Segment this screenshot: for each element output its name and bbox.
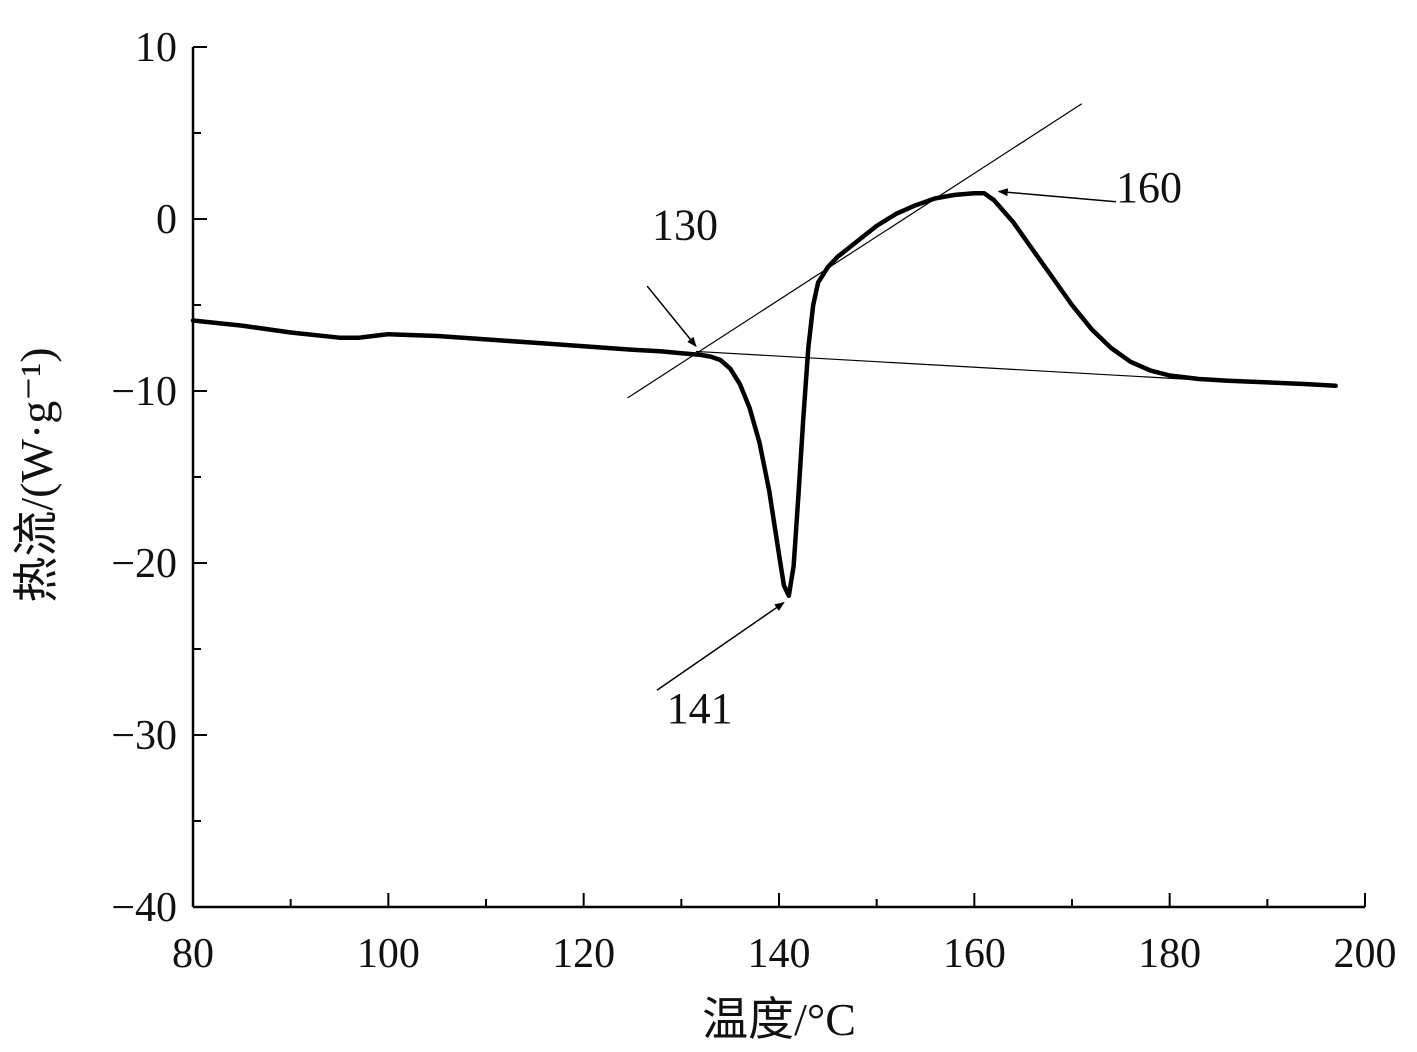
x-tick-label: 160 <box>943 931 1006 977</box>
reference-lines <box>627 103 1243 399</box>
annotation-label: 141 <box>667 684 733 733</box>
tangent-line <box>695 350 1243 383</box>
x-tick-label: 200 <box>1334 931 1397 977</box>
x-tick-label: 140 <box>748 931 811 977</box>
annotations: 130 160 141 <box>646 163 1182 733</box>
y-tick-label: −10 <box>111 369 177 415</box>
y-tick-label: −40 <box>111 885 177 931</box>
y-tick-label: 10 <box>135 25 177 71</box>
x-axis-title: 温度/°C <box>702 994 856 1045</box>
annotation-label: 130 <box>652 201 718 250</box>
dsc-curve <box>190 190 1338 598</box>
annotation-arrow <box>646 285 697 348</box>
y-tick-label: −30 <box>111 713 177 759</box>
x-tick-label: 100 <box>357 931 420 977</box>
annotation-arrow <box>997 188 1117 203</box>
y-axis-title: 热流/(W·g⁻¹) <box>11 347 62 602</box>
annotation-label: 160 <box>1116 163 1182 212</box>
tangent-line <box>627 103 1083 399</box>
x-tick-label: 120 <box>552 931 615 977</box>
x-tick-label: 80 <box>172 931 214 977</box>
y-tick-label: −20 <box>111 541 177 587</box>
y-tick-label: 0 <box>156 197 177 243</box>
x-tick-label: 180 <box>1138 931 1201 977</box>
annotation-arrow <box>656 601 785 691</box>
series-group <box>190 190 1338 598</box>
